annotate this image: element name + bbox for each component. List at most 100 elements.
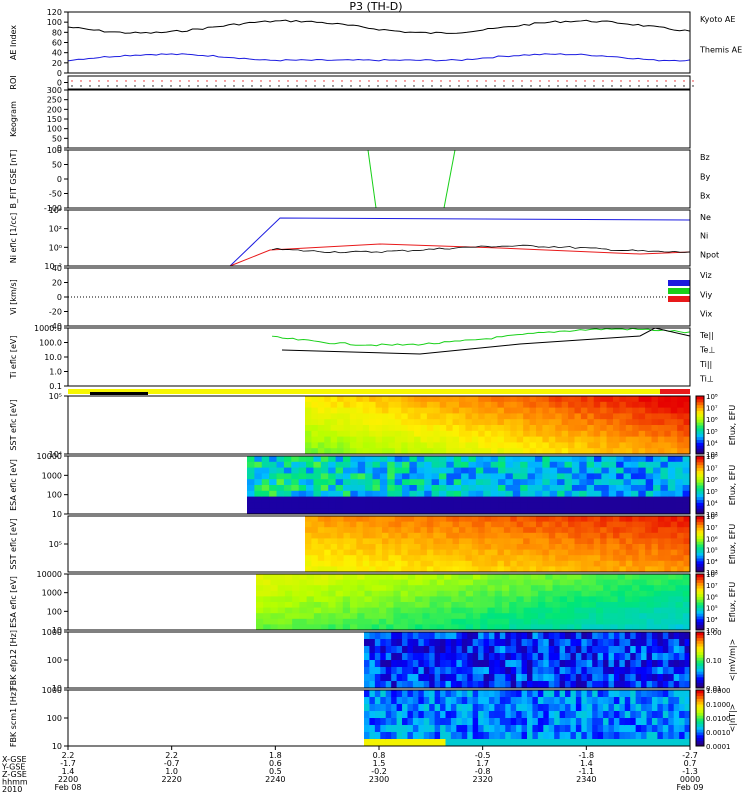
cell-esa1 (424, 490, 433, 498)
cell-sst2 (414, 555, 421, 562)
cell-fbk1 (364, 632, 370, 640)
cell-esa2 (480, 596, 488, 603)
cell-esa2 (284, 624, 293, 631)
cell-esa1 (653, 461, 661, 469)
cell-esa1 (453, 456, 462, 463)
cell-esa1 (424, 479, 433, 486)
cell-esa1 (453, 473, 462, 480)
cell-esa1 (446, 485, 455, 492)
cell-esa1 (431, 456, 440, 463)
colorbar-tick: 10⁴ (706, 439, 718, 447)
cell-esa2 (357, 574, 365, 581)
cell-fbk2 (662, 718, 669, 726)
cell-fbk2 (641, 718, 648, 726)
colorbar-step (696, 695, 704, 699)
cell-sst1 (484, 448, 492, 455)
cell-esa1 (534, 461, 543, 469)
cell-sst2 (471, 566, 479, 573)
cell-fbk2 (662, 711, 669, 719)
cell-esa2 (595, 596, 604, 603)
ytick-label-bfit: 100 (47, 146, 62, 155)
cell-sst1 (510, 436, 518, 443)
cell-sst2 (677, 527, 685, 534)
cell-esa2 (371, 590, 380, 597)
cell-fbk2 (402, 711, 408, 719)
cell-esa2 (407, 618, 416, 625)
cell-fbk2 (575, 690, 582, 698)
cell-esa2 (284, 585, 293, 592)
cell-fbk1 (478, 653, 485, 661)
colorbar-frame (695, 395, 705, 455)
cell-esa2 (675, 579, 684, 586)
cell-esa1 (601, 490, 610, 498)
cell-esa1 (276, 473, 285, 480)
colorbar-step (696, 404, 704, 409)
cell-fbk1 (499, 667, 506, 675)
cell-fbk1 (581, 681, 588, 689)
ytick-label-ti: 1000.0 (34, 324, 62, 333)
cell-sst2 (362, 566, 370, 573)
cell-sst1 (439, 425, 447, 432)
cell-sst2 (324, 527, 332, 534)
cell-sst1 (555, 401, 563, 409)
cell-esa2 (552, 579, 561, 586)
cell-esa1 (564, 461, 573, 469)
cell-esa1 (276, 508, 285, 515)
colorbar-tick: 0.0001 (706, 743, 731, 751)
cell-esa1 (350, 490, 359, 498)
cell-fbk1 (494, 667, 501, 675)
cell-esa1 (638, 479, 647, 486)
cell-sst2 (420, 566, 428, 573)
cell-fbk2 (396, 697, 403, 705)
cell-esa1 (549, 485, 558, 492)
colorbar-step (696, 698, 704, 702)
cell-fbk1 (662, 681, 669, 689)
cell-fbk2 (445, 690, 452, 698)
cell-esa2 (378, 590, 387, 597)
cell-esa1 (379, 456, 388, 463)
cell-sst1 (657, 425, 665, 432)
cell-esa2 (595, 590, 604, 597)
cell-fbk1 (624, 653, 631, 661)
cell-esa2 (444, 585, 452, 592)
cell-sst1 (670, 430, 678, 438)
colorbar-step (696, 502, 704, 506)
cell-esa2 (350, 602, 358, 609)
cell-esa1 (667, 479, 676, 486)
cell-esa2 (407, 579, 416, 586)
cell-fbk2 (613, 704, 620, 712)
cell-esa1 (438, 496, 447, 503)
cell-sst1 (491, 425, 498, 432)
cell-fbk1 (445, 667, 452, 675)
cell-esa2 (407, 596, 416, 603)
cell-fbk2 (657, 704, 664, 712)
cell-fbk2 (597, 732, 604, 740)
cell-esa1 (424, 461, 433, 469)
cell-sst2 (375, 560, 383, 567)
roi-dot (620, 80, 622, 82)
cell-esa1 (483, 508, 492, 515)
cell-fbk1 (641, 632, 648, 640)
cell-esa2 (328, 590, 337, 597)
cell-esa1 (557, 479, 565, 486)
cell-fbk1 (684, 639, 691, 647)
cell-sst1 (536, 419, 543, 426)
cell-fbk1 (467, 674, 474, 682)
cell-esa2 (639, 590, 648, 597)
roi-dot (269, 85, 271, 87)
cell-fbk1 (407, 667, 414, 675)
cell-sst2 (439, 516, 447, 523)
roi-dot (503, 80, 505, 82)
cell-esa1 (298, 502, 307, 509)
cell-fbk2 (483, 704, 490, 712)
cell-sst1 (670, 448, 678, 455)
colorbar-tick: 10⁵ (706, 605, 718, 613)
cell-fbk2 (651, 739, 658, 747)
cell-fbk1 (385, 674, 392, 682)
cell-esa2 (661, 607, 669, 614)
cell-esa1 (483, 490, 492, 498)
cell-esa1 (409, 456, 418, 463)
cell-fbk2 (412, 690, 419, 698)
cell-sst2 (484, 555, 492, 562)
